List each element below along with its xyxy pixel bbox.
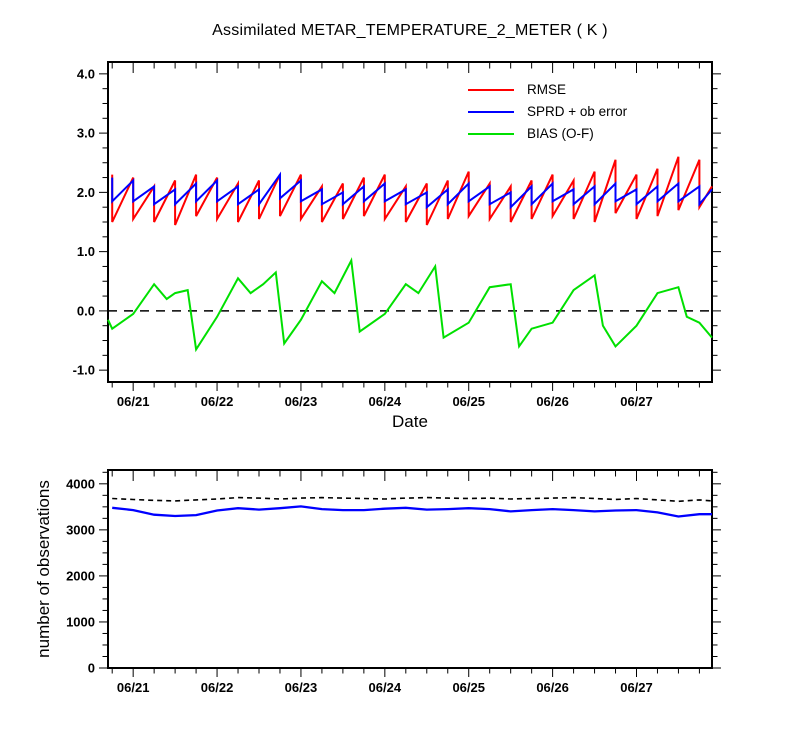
- legend-label-bias: BIAS (O-F): [527, 126, 594, 141]
- x-tick-label: 06/26: [536, 680, 569, 695]
- y-tick-label: 0.0: [77, 303, 95, 318]
- legend-label-sprd: SPRD + ob error: [527, 104, 628, 119]
- y-tick-label: 1000: [66, 614, 95, 629]
- series-observations-solid: [112, 505, 712, 518]
- legend-line-bias: [468, 132, 514, 135]
- y-tick-label: 1.0: [77, 244, 95, 259]
- x-tick-label: 06/24: [369, 394, 402, 409]
- y-tick-label: 2000: [66, 568, 95, 583]
- x-tick-label: 06/22: [201, 394, 234, 409]
- x-tick-label: 06/26: [536, 394, 569, 409]
- x-tick-label: 06/22: [201, 680, 234, 695]
- x-tick-label: 06/25: [452, 394, 485, 409]
- x-tick-label: 06/21: [117, 394, 150, 409]
- x-tick-label: 06/25: [452, 680, 485, 695]
- series-sprd: [111, 171, 713, 210]
- y-tick-label: 3.0: [77, 126, 95, 141]
- chart-title: Assimilated METAR_TEMPERATURE_2_METER ( …: [212, 22, 608, 39]
- plot-frame: [107, 469, 713, 669]
- series-bias: [107, 257, 713, 353]
- panel-top: 06/21 06/22 06/23 06/24 06/25 06/26 06/27 -1.0 0…: [73, 61, 721, 409]
- legend-entry-rmse: RMSE: [468, 82, 627, 97]
- plot-frame: [107, 61, 713, 383]
- tick-labels: 06/21 06/22 06/23 06/24 06/25 06/26 06/27 -1.0 0…: [73, 66, 653, 409]
- series-observations-dashed: [112, 496, 713, 503]
- legend-line-rmse: [468, 88, 514, 91]
- y-tick-label: 0: [88, 661, 95, 676]
- x-axis-title-date: Date: [392, 412, 428, 431]
- y-tick-label: 3000: [66, 522, 95, 537]
- x-tick-label: 06/21: [117, 680, 150, 695]
- legend: RMSE SPRD + ob error BIAS (O-F): [468, 82, 627, 141]
- y-tick-label: -1.0: [73, 363, 95, 378]
- y-tick-label: 4.0: [77, 66, 95, 81]
- x-tick-label: 06/27: [620, 680, 653, 695]
- series-rmse: [111, 156, 713, 226]
- legend-line-sprd: [468, 110, 514, 113]
- legend-entry-sprd: SPRD + ob error: [468, 104, 627, 119]
- x-tick-label: 06/24: [369, 680, 402, 695]
- y-tick-label: 2.0: [77, 185, 95, 200]
- y-axis-title-observations: number of observations: [34, 480, 53, 658]
- x-tick-label: 06/23: [285, 394, 318, 409]
- tick-labels: 06/21 06/22 06/23 06/24 06/25 06/26 06/27 0 1000…: [66, 476, 653, 695]
- legend-label-rmse: RMSE: [527, 82, 567, 97]
- panel-bottom: 06/21 06/22 06/23 06/24 06/25 06/26 06/27 0 1000…: [66, 469, 721, 695]
- x-tick-label: 06/23: [285, 680, 318, 695]
- y-tick-label: 4000: [66, 476, 95, 491]
- x-tick-label: 06/27: [620, 394, 653, 409]
- legend-entry-bias: BIAS (O-F): [468, 126, 627, 141]
